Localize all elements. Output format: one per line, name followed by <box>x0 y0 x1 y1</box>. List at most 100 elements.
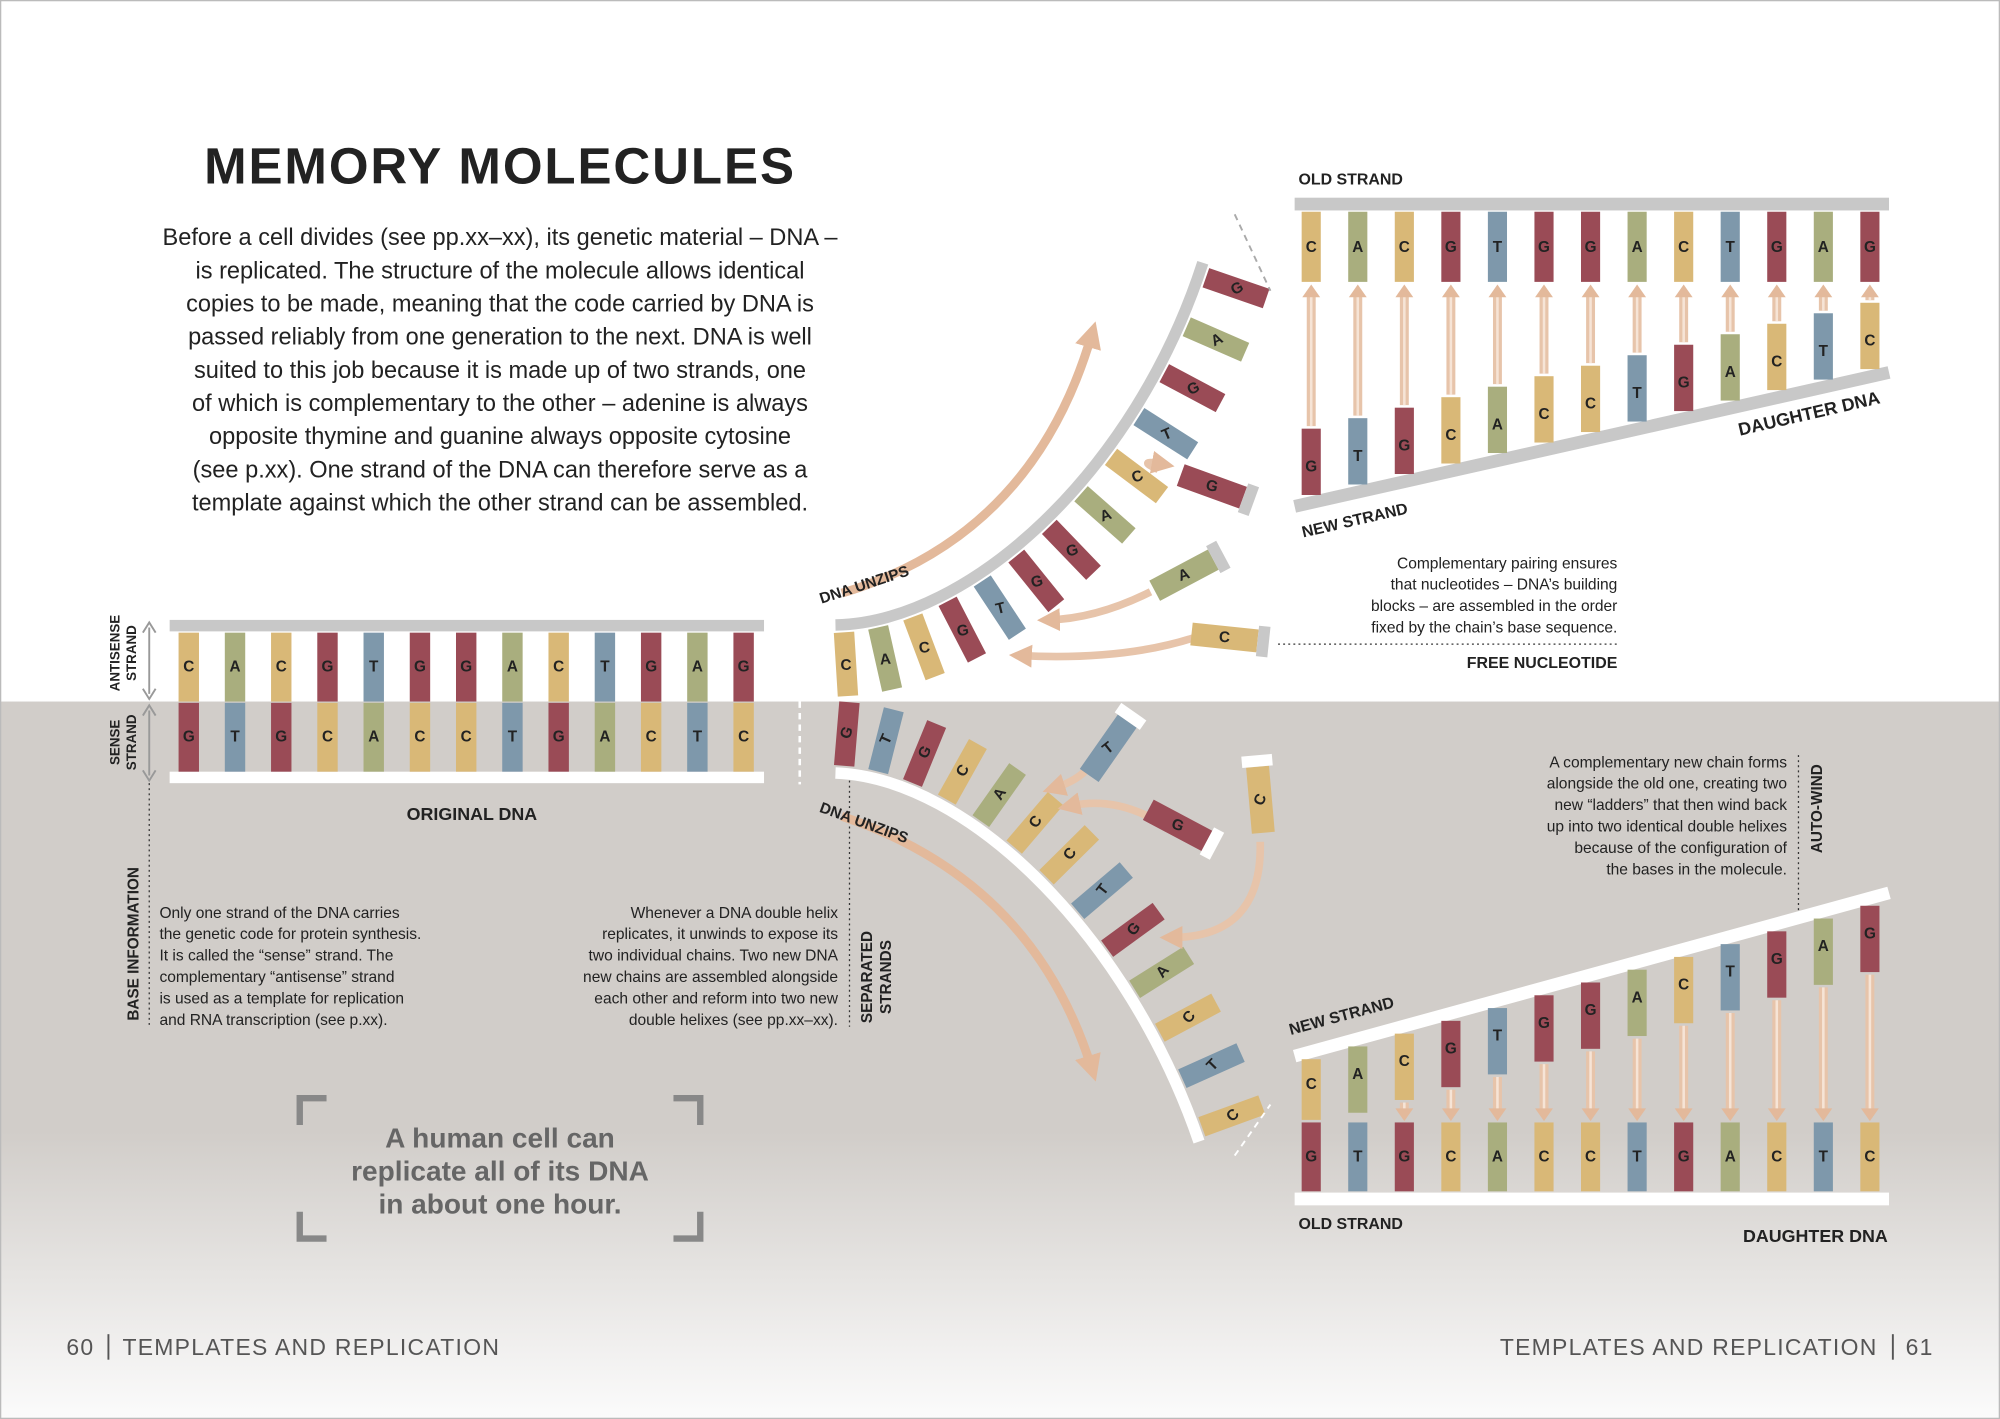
label: ORIGINAL DNA <box>407 804 538 824</box>
base <box>1767 1122 1787 1192</box>
note-line: new chains are assembled alongside <box>583 969 838 986</box>
note-line: replicates, it unwinds to expose its <box>602 926 838 943</box>
base <box>1348 1122 1368 1192</box>
backbone <box>1294 1192 1890 1206</box>
backbone <box>1292 886 1891 1063</box>
base-letter: C <box>1538 406 1549 423</box>
note-line: because of the configuration of <box>1574 840 1787 857</box>
base <box>833 631 859 697</box>
arrow-head <box>1581 284 1600 298</box>
base-letter: G <box>1678 1148 1690 1165</box>
base-letter: C <box>183 659 194 676</box>
base <box>1101 902 1165 957</box>
base-letter: G <box>275 729 287 746</box>
free-nucleotide: A <box>1149 540 1231 601</box>
base-letter: C <box>918 639 931 657</box>
base-pair-half: T <box>1071 862 1133 920</box>
base-letter: G <box>1538 1015 1550 1032</box>
base <box>455 632 477 702</box>
base <box>1813 211 1833 282</box>
base <box>1301 1059 1321 1120</box>
base <box>1487 211 1508 282</box>
base-letter: T <box>1819 1148 1829 1165</box>
free-nucleotide: G <box>1176 464 1260 517</box>
free-nucleotide: T <box>1079 702 1147 783</box>
base-pair-half: C <box>1155 993 1221 1042</box>
base-letter: G <box>1305 458 1317 475</box>
base-letter: G <box>1064 541 1080 561</box>
base <box>833 701 860 767</box>
base <box>1813 1122 1833 1192</box>
base-letter: C <box>1771 1148 1782 1165</box>
base <box>1394 1122 1414 1192</box>
page-bottom <box>0 701 2000 1419</box>
base-letter: G <box>955 621 970 640</box>
base-pair-half: G <box>833 701 860 767</box>
base <box>1301 428 1321 495</box>
assembly-arrow <box>1057 792 1150 820</box>
free-nucleotide: C <box>1241 753 1275 834</box>
base-letter: G <box>1398 437 1410 454</box>
note-line: Complementary pairing ensures <box>1397 555 1618 572</box>
note-line: that nucleotides – DNA’s building <box>1391 577 1618 594</box>
base <box>1627 969 1647 1037</box>
base <box>1580 982 1601 1049</box>
base-letter: C <box>1585 395 1596 412</box>
base <box>548 632 569 702</box>
base-letter: G <box>837 724 857 741</box>
base-letter: T <box>1819 343 1829 360</box>
base <box>1394 407 1414 475</box>
base <box>594 702 616 772</box>
base <box>1079 714 1137 783</box>
base <box>1190 622 1259 653</box>
arrow-head <box>1581 1108 1600 1122</box>
arrow-head <box>1348 284 1367 298</box>
base <box>1813 918 1833 985</box>
base <box>1767 323 1787 391</box>
backbone <box>1294 197 1890 211</box>
base-pair-half: C <box>1198 1095 1266 1137</box>
base <box>1441 1020 1461 1088</box>
base-letter: C <box>1399 1053 1410 1070</box>
arrow-head <box>1488 284 1507 298</box>
base-letter: C <box>1218 629 1230 647</box>
unzip-arrow <box>840 812 1101 1082</box>
base-letter: C <box>1771 354 1782 371</box>
note-line: is used as a template for replication <box>159 990 404 1007</box>
base-letter: G <box>1771 951 1783 968</box>
base <box>1394 1033 1414 1100</box>
base-pair-half: G <box>938 596 987 663</box>
arrow-head <box>142 620 157 701</box>
free-nucleotide: G <box>1142 799 1225 860</box>
base <box>1627 1122 1647 1192</box>
base-letter: T <box>1353 1148 1363 1165</box>
dashed-divider <box>1233 213 1272 292</box>
intro-line: suited to this job because it is made up… <box>194 357 806 383</box>
base-letter: A <box>368 729 379 746</box>
intro-line: Before a cell divides (see pp.xx–xx), it… <box>163 224 839 250</box>
arrow-head <box>142 703 157 783</box>
base-letter: G <box>1864 239 1876 256</box>
base-letter: T <box>369 659 379 676</box>
base <box>1813 313 1833 380</box>
base <box>271 702 292 772</box>
intro-line: is replicated. The structure of the mole… <box>196 257 805 283</box>
base-letter: C <box>1864 333 1875 350</box>
arrow-head <box>1721 1108 1740 1122</box>
base-letter: A <box>1632 239 1643 256</box>
base-letter: A <box>1176 565 1192 585</box>
base <box>868 625 903 692</box>
base-letter: T <box>230 729 240 746</box>
base <box>224 702 246 772</box>
base-letter: T <box>1726 239 1736 256</box>
base-letter: G <box>1169 815 1186 835</box>
base-pair-half: G <box>1008 549 1065 613</box>
note-line: complementary “antisense” strand <box>159 969 394 986</box>
base <box>687 632 708 702</box>
base-letter: A <box>1725 1148 1736 1165</box>
assembly-arrow <box>1144 450 1175 474</box>
base-letter: G <box>1771 239 1783 256</box>
base <box>1720 211 1740 282</box>
base <box>1104 448 1169 504</box>
